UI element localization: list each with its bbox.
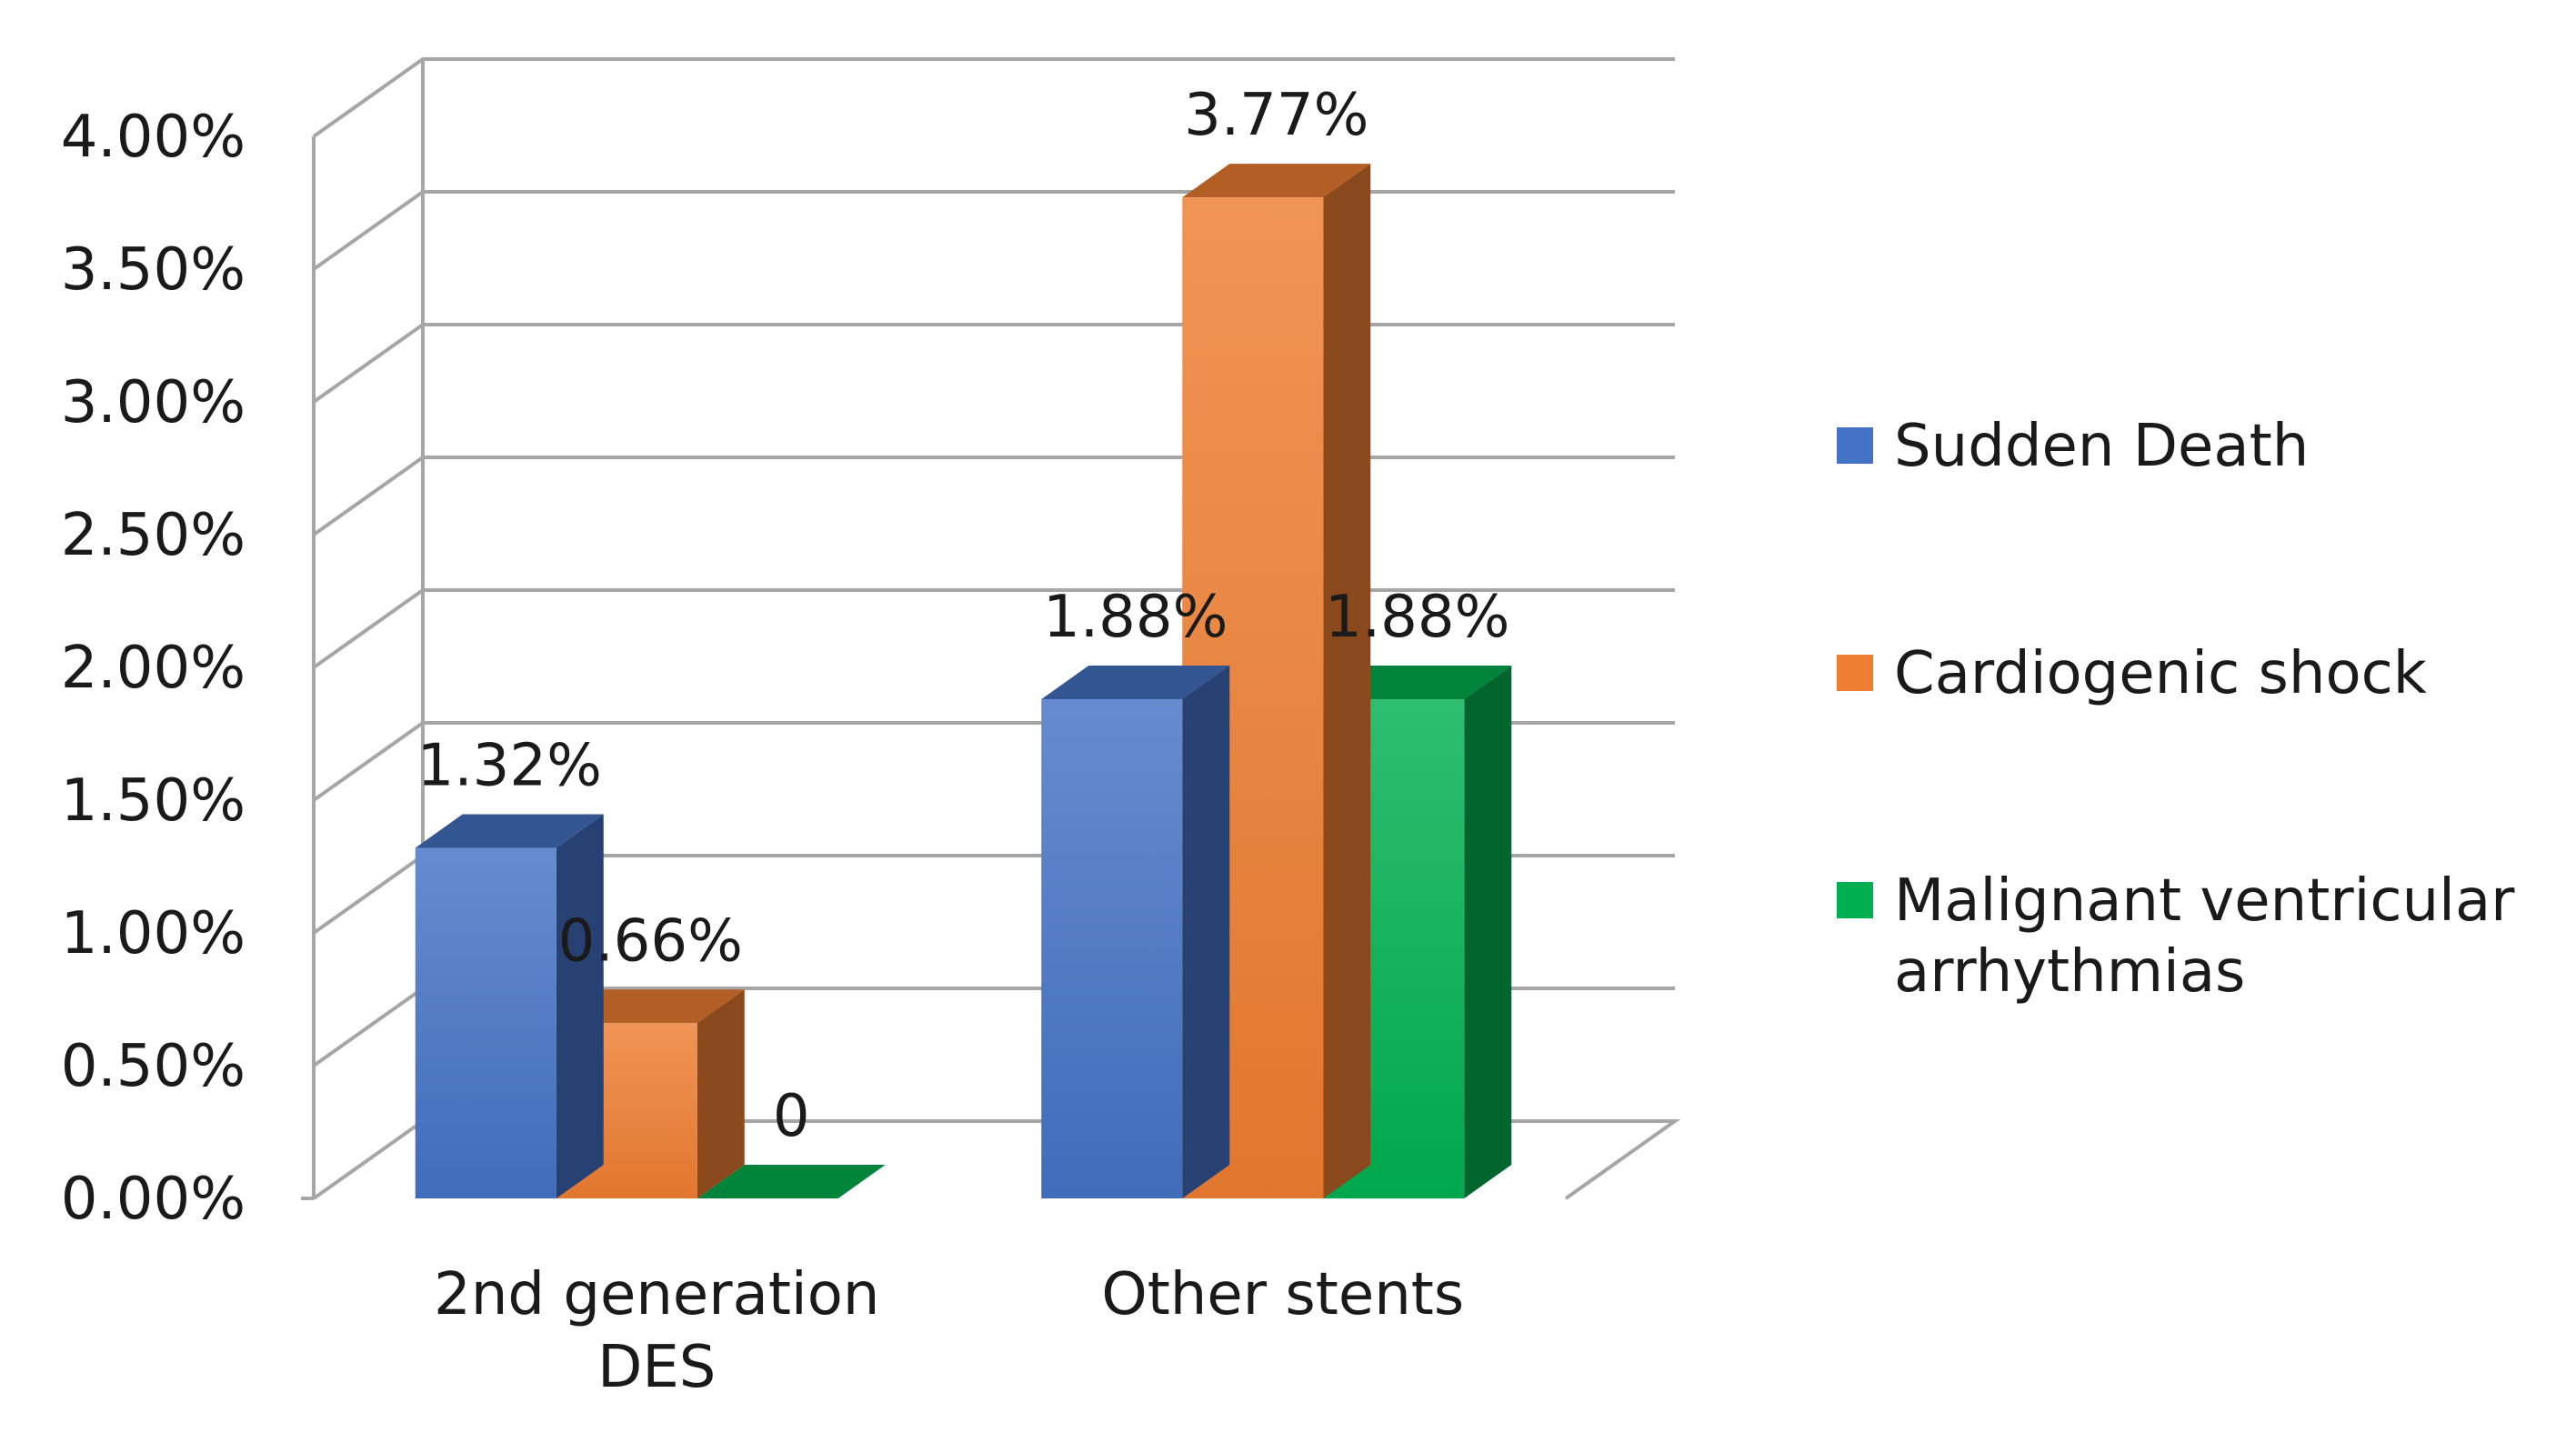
gridline xyxy=(312,190,1675,271)
y-tick-label: 1.00% xyxy=(61,900,246,967)
bar xyxy=(697,1165,886,1198)
data-label: 0.66% xyxy=(558,907,743,975)
bar-front xyxy=(415,847,556,1198)
legend-swatch xyxy=(1837,882,1873,918)
legend-label: Sudden Death xyxy=(1894,413,2309,480)
y-tick-label: 0.00% xyxy=(61,1166,246,1233)
y-tick-label: 3.50% xyxy=(61,236,246,304)
y-tick-label: 2.50% xyxy=(61,502,246,569)
data-label: 1.32% xyxy=(417,733,602,800)
data-label: 0 xyxy=(773,1083,810,1150)
bar-front xyxy=(1041,699,1183,1198)
legend-swatch xyxy=(1837,427,1873,464)
gridlines xyxy=(312,57,1675,1067)
bar xyxy=(415,814,604,1198)
x-category-labels: 2nd generation DES Other stents xyxy=(434,1261,1464,1401)
gridline xyxy=(312,323,1675,404)
bar-top xyxy=(1041,666,1230,700)
bar-side xyxy=(1182,666,1230,1198)
bar xyxy=(1041,666,1230,1198)
axes xyxy=(301,136,316,1200)
y-tick-labels: 0.00% 0.50% 1.00% 1.50% 2.00% 2.50% 3.00% 3.50%… xyxy=(61,104,246,1233)
bar-top xyxy=(415,814,604,848)
bar-side xyxy=(697,989,745,1198)
data-labels: 1.32% 0.66% 0 1.88% 3.77% 1.88% xyxy=(417,82,1510,1150)
data-label: 3.77% xyxy=(1184,82,1368,149)
bar-side xyxy=(1323,164,1371,1198)
gridline xyxy=(312,57,1675,138)
x-category-label: Other stents xyxy=(1101,1261,1464,1328)
legend-label: Malignant ventricular arrhythmias xyxy=(1894,867,2515,1006)
bar-top xyxy=(1182,164,1371,198)
y-tick-label: 0.50% xyxy=(61,1033,246,1100)
data-label: 1.88% xyxy=(1043,584,1228,651)
bars xyxy=(415,164,1512,1198)
y-tick-label: 1.50% xyxy=(61,767,246,835)
legend-swatch xyxy=(1837,655,1873,691)
data-label: 1.88% xyxy=(1325,584,1509,651)
bar-side xyxy=(556,814,604,1198)
x-category-label: 2nd generation DES xyxy=(434,1261,879,1401)
bar-top xyxy=(697,1165,886,1198)
legend: Sudden Death Cardiogenic shock Malignant v… xyxy=(1837,413,2515,1006)
legend-label: Cardiogenic shock xyxy=(1894,640,2427,707)
y-tick-label: 4.00% xyxy=(61,104,246,171)
bar-side xyxy=(1464,666,1512,1198)
y-tick-label: 2.00% xyxy=(61,635,246,702)
y-tick-label: 3.00% xyxy=(61,369,246,436)
gridline xyxy=(312,456,1675,536)
